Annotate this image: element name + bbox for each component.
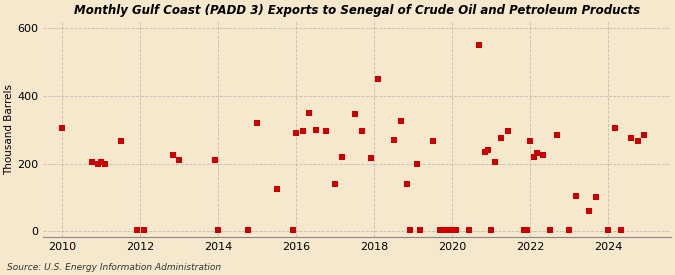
Point [93,161,104,166]
Point [518,227,529,232]
Point [502,129,513,133]
Point [132,227,142,232]
Point [447,227,458,232]
Point [96,160,107,164]
Point [610,126,620,130]
Point [115,139,126,144]
Text: Source: U.S. Energy Information Administration: Source: U.S. Energy Information Administ… [7,263,221,272]
Point [242,227,253,232]
Point [402,182,412,186]
Point [434,227,445,232]
Point [444,227,455,232]
Point [486,227,497,232]
Point [616,227,626,232]
Point [330,182,341,186]
Point [450,227,461,232]
Point [320,129,331,133]
Point [626,136,637,140]
Point [310,127,321,132]
Point [174,158,185,162]
Point [298,129,308,133]
Point [427,139,438,144]
Point [564,227,575,232]
Point [389,138,400,142]
Point [138,227,149,232]
Point [483,148,493,152]
Point [489,160,500,164]
Point [495,136,506,140]
Point [551,133,562,137]
Point [414,227,425,232]
Point [337,155,348,159]
Point [372,76,383,81]
Point [583,209,594,213]
Point [350,112,360,117]
Title: Monthly Gulf Coast (PADD 3) Exports to Senegal of Crude Oil and Petroleum Produc: Monthly Gulf Coast (PADD 3) Exports to S… [74,4,640,17]
Point [464,227,475,232]
Point [532,151,543,156]
Point [356,129,367,133]
Point [479,149,490,154]
Point [366,156,377,161]
Point [603,227,614,232]
Point [291,131,302,135]
Point [252,121,263,125]
Point [411,161,422,166]
Point [167,153,178,157]
Point [570,194,581,198]
Point [545,227,556,232]
Point [86,160,97,164]
Point [405,227,416,232]
Point [304,111,315,115]
Point [210,158,221,162]
Point [271,187,282,191]
Point [522,227,533,232]
Point [395,119,406,123]
Point [528,155,539,159]
Point [590,195,601,200]
Point [473,43,484,47]
Point [57,126,68,130]
Point [632,139,643,144]
Point [213,227,224,232]
Point [538,153,549,157]
Point [99,161,110,166]
Point [288,227,299,232]
Y-axis label: Thousand Barrels: Thousand Barrels [4,84,14,175]
Point [440,227,451,232]
Point [525,139,536,144]
Point [639,133,650,137]
